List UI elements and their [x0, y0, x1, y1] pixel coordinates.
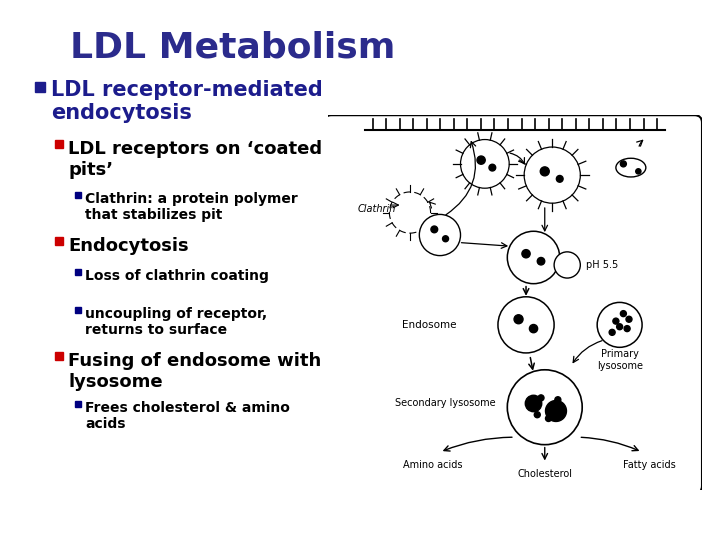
Circle shape	[626, 316, 632, 322]
Circle shape	[540, 167, 549, 176]
Circle shape	[616, 324, 623, 330]
Circle shape	[508, 231, 559, 284]
Circle shape	[526, 395, 541, 411]
Bar	[75, 269, 81, 275]
Bar	[35, 82, 45, 92]
Text: Amino acids: Amino acids	[402, 460, 462, 470]
Text: Fatty acids: Fatty acids	[624, 460, 676, 470]
Circle shape	[528, 401, 535, 407]
Text: Endocytosis: Endocytosis	[68, 237, 189, 255]
Circle shape	[508, 370, 582, 444]
Circle shape	[621, 310, 626, 316]
Circle shape	[419, 214, 461, 255]
Text: Loss of clathrin coating: Loss of clathrin coating	[85, 269, 269, 283]
Circle shape	[557, 408, 563, 414]
Bar	[55, 237, 63, 245]
Circle shape	[537, 258, 545, 265]
Circle shape	[431, 226, 438, 233]
Circle shape	[546, 415, 552, 421]
Text: Fusing of endosome with
lysosome: Fusing of endosome with lysosome	[68, 352, 321, 391]
Text: LDL receptor-mediated
endocytosis: LDL receptor-mediated endocytosis	[51, 80, 323, 123]
FancyBboxPatch shape	[324, 115, 702, 494]
Text: Secondary lysosome: Secondary lysosome	[395, 399, 495, 408]
Circle shape	[538, 395, 544, 401]
Text: Cholesterol: Cholesterol	[517, 469, 572, 479]
Text: Endosome: Endosome	[402, 320, 457, 330]
Circle shape	[489, 164, 495, 171]
Circle shape	[597, 302, 642, 347]
Bar	[75, 307, 81, 313]
Text: Primary
lysosome: Primary lysosome	[597, 349, 643, 371]
Text: Clathrin: Clathrin	[358, 204, 396, 214]
Circle shape	[636, 168, 641, 174]
Circle shape	[529, 325, 538, 333]
Circle shape	[613, 318, 619, 324]
Text: LDL Metabolism: LDL Metabolism	[70, 30, 395, 64]
Circle shape	[554, 252, 580, 278]
Text: Frees cholesterol & amino
acids: Frees cholesterol & amino acids	[85, 401, 290, 431]
Bar	[75, 192, 81, 198]
Circle shape	[621, 161, 626, 167]
Circle shape	[477, 156, 485, 164]
Bar	[75, 401, 81, 407]
Circle shape	[555, 397, 561, 403]
Text: uncoupling of receptor,
returns to surface: uncoupling of receptor, returns to surfa…	[85, 307, 267, 337]
Circle shape	[609, 329, 615, 335]
Circle shape	[546, 401, 567, 421]
Bar	[55, 140, 63, 148]
Circle shape	[514, 315, 523, 324]
Bar	[55, 352, 63, 360]
Circle shape	[498, 297, 554, 353]
Text: LDL receptors on ‘coated
pits’: LDL receptors on ‘coated pits’	[68, 140, 322, 179]
Text: Clathrin: a protein polymer
that stabilizes pit: Clathrin: a protein polymer that stabili…	[85, 192, 298, 222]
Circle shape	[534, 411, 540, 418]
Circle shape	[443, 236, 449, 242]
Text: pH 5.5: pH 5.5	[586, 260, 618, 270]
Circle shape	[522, 249, 530, 258]
Circle shape	[624, 326, 630, 332]
Circle shape	[557, 176, 563, 182]
